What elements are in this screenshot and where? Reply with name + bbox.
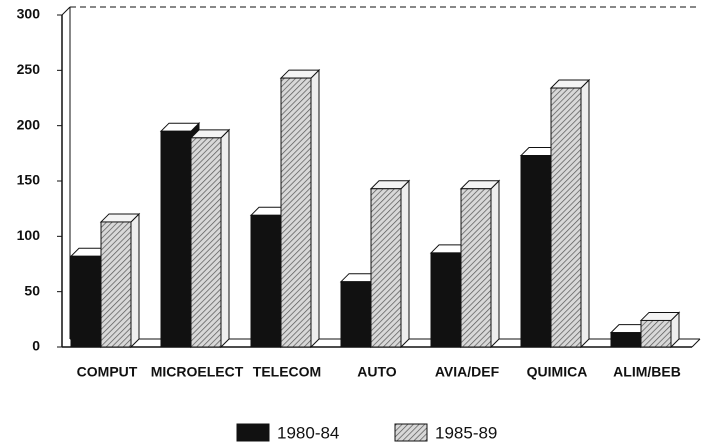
x-tick-label: QUIMICA [527,364,588,380]
y-tick-label: 0 [32,338,40,354]
x-tick-label: AUTO [357,364,397,380]
bar [460,188,492,348]
bar [430,252,462,348]
bar [100,221,132,348]
x-tick-label: AVIA/DEF [435,364,500,380]
bar-side [400,179,410,349]
bar [190,137,222,348]
y-tick-label: 150 [17,172,41,188]
y-tick-label: 250 [17,61,41,77]
bar [70,255,102,348]
x-tick-label: MICROELECT [151,364,244,380]
bar [250,214,282,348]
bar-side [310,68,320,349]
x-tick-label: COMPUT [77,364,138,380]
x-tick-label: ALIM/BEB [613,364,681,380]
bar-side [580,78,590,349]
y-tick-label: 50 [24,282,40,298]
bar [340,281,372,348]
y-tick-label: 200 [17,116,41,132]
y-tick-label: 300 [17,6,41,22]
legend-swatch [394,423,428,442]
bar [550,87,582,348]
y-tick-label: 100 [17,227,41,243]
wall-top [61,6,71,16]
bar [280,77,312,348]
x-tick-label: TELECOM [253,364,321,380]
bar-side [220,128,230,349]
legend-label: 1985-89 [435,423,497,442]
bar [370,188,402,348]
floor-edge [691,338,701,348]
bar-side [490,179,500,349]
bar [610,332,642,348]
bar-side [130,212,140,349]
legend-label: 1980-84 [277,423,339,442]
legend-swatch [236,423,270,442]
bar [160,130,192,348]
bar [520,155,552,348]
bar [640,319,672,348]
